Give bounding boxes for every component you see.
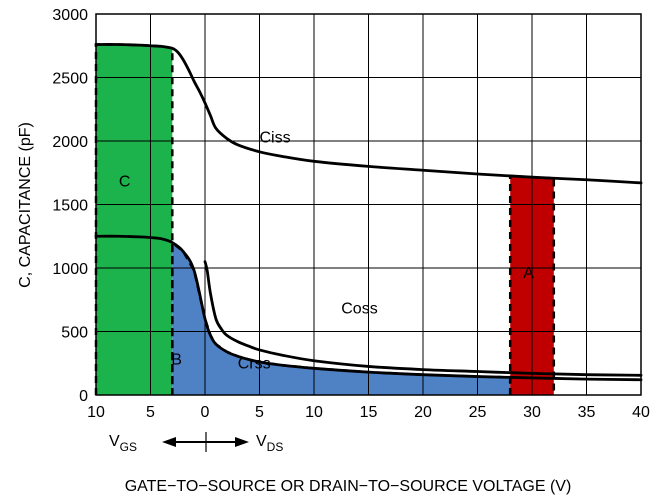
- x-tick-label: 35: [578, 404, 596, 421]
- region-label-b: B: [171, 352, 182, 369]
- y-tick-label: 2000: [52, 134, 88, 151]
- curve-coss: [203, 260, 643, 377]
- x-tick-label: 10: [87, 404, 105, 421]
- vds-label: VDS: [256, 433, 283, 454]
- x-tick-label: 25: [469, 404, 487, 421]
- x-tick-label: 20: [414, 404, 432, 421]
- x-tick-label: 40: [632, 404, 650, 421]
- x-tick-labels: 10 5 0 5 10 15 20 25 30 35 40: [87, 404, 650, 421]
- x-tick-label: 5: [146, 404, 155, 421]
- region-c-fill: [96, 44, 173, 395]
- x-tick-label: 5: [255, 404, 264, 421]
- arrow-left-icon: [162, 437, 176, 447]
- grid: [95, 13, 642, 396]
- y-tick-label: 1000: [52, 261, 88, 278]
- x-axis-title: GATE−TO−SOURCE OR DRAIN−TO−SOURCE VOLTAG…: [125, 478, 572, 495]
- curve-crss: [94, 234, 643, 382]
- series-label-ciss: Ciss: [260, 129, 291, 146]
- voltage-direction-indicator: VGS VDS: [109, 432, 283, 454]
- region-label-c: C: [119, 174, 131, 191]
- capacitance-curves: [94, 43, 643, 382]
- vgs-label: VGS: [109, 433, 137, 454]
- x-tick-label: 30: [523, 404, 541, 421]
- region-label-a: A: [523, 265, 534, 282]
- x-tick-label: 0: [201, 404, 210, 421]
- x-tick-label: 15: [360, 404, 378, 421]
- y-axis-title: C, CAPACITANCE (pF): [17, 122, 34, 288]
- y-tick-label: 0: [79, 388, 88, 405]
- vds-sub: DS: [267, 440, 284, 454]
- curve-ciss: [94, 43, 643, 185]
- region-b-fill: [172, 242, 511, 395]
- vgs-sub: GS: [120, 440, 137, 454]
- series-label-coss: Coss: [341, 301, 377, 318]
- shaded-regions: [96, 44, 554, 395]
- y-tick-label: 3000: [52, 7, 88, 24]
- vds-main: V: [256, 433, 267, 450]
- y-tick-labels: 0 500 1000 1500 2000 2500 3000: [52, 7, 88, 405]
- x-tick-label: 10: [305, 404, 323, 421]
- y-tick-label: 2500: [52, 71, 88, 88]
- curve-and-region-labels: Ciss Coss Crss C B A: [119, 129, 534, 372]
- y-tick-label: 1500: [52, 198, 88, 215]
- arrow-right-icon: [235, 437, 249, 447]
- plot-frame: [95, 13, 642, 396]
- y-tick-label: 500: [61, 325, 88, 342]
- vgs-main: V: [109, 433, 120, 450]
- series-label-crss: Crss: [238, 355, 271, 372]
